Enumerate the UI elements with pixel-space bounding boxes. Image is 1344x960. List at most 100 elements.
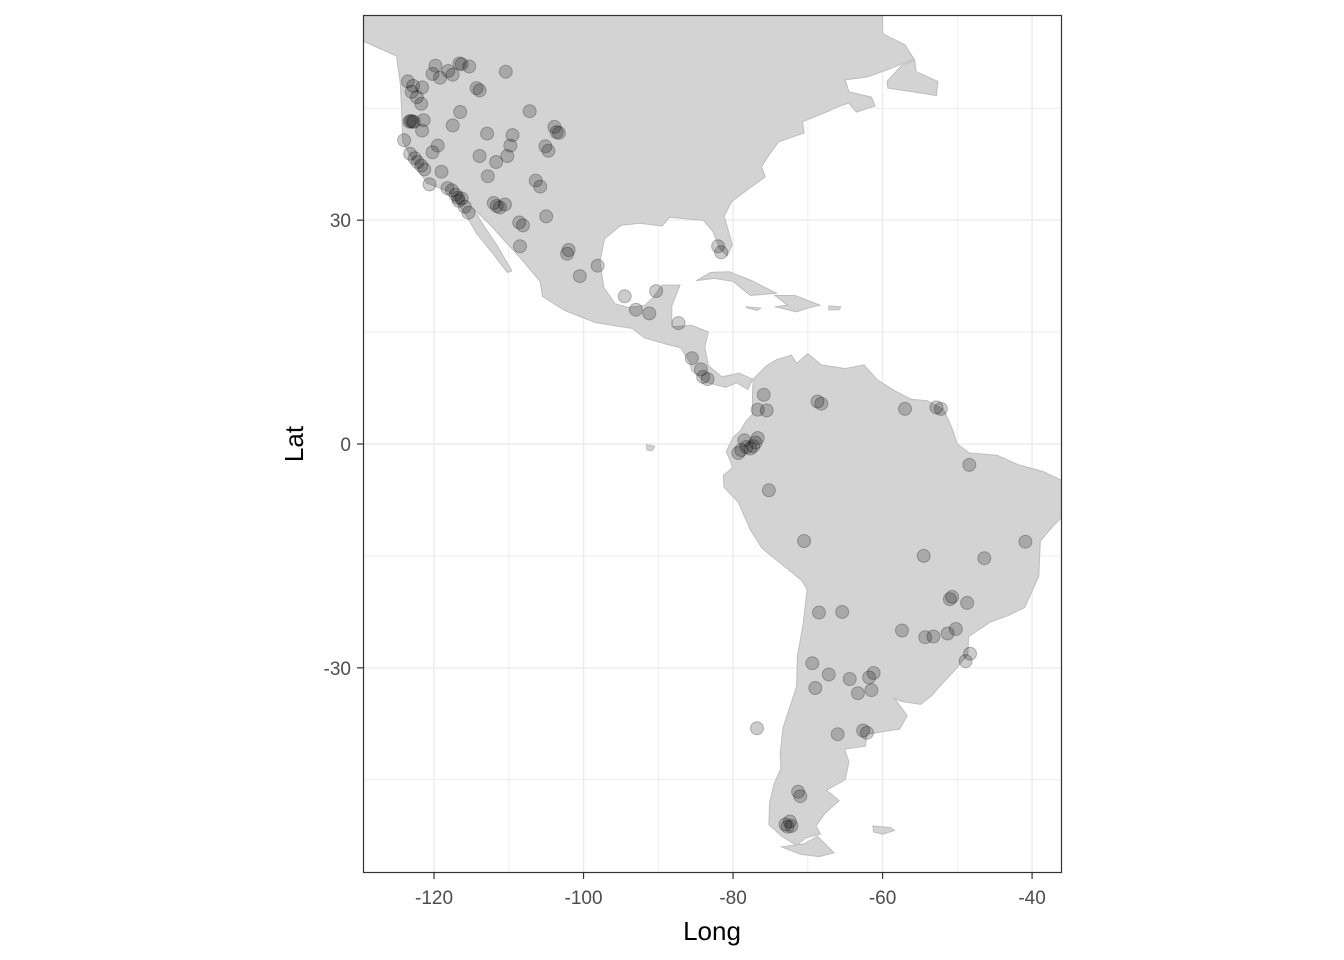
x-axis-title: Long bbox=[683, 916, 741, 946]
data-point bbox=[929, 400, 944, 415]
data-point bbox=[541, 143, 556, 158]
data-point bbox=[962, 457, 977, 472]
data-point bbox=[810, 394, 825, 409]
y-tick-label: 0 bbox=[340, 435, 351, 456]
data-point bbox=[538, 139, 553, 154]
data-point bbox=[793, 789, 808, 804]
data-point bbox=[549, 125, 564, 140]
data-point bbox=[711, 239, 726, 254]
land-basemap bbox=[363, 15, 1062, 858]
data-point bbox=[452, 56, 467, 71]
data-point bbox=[977, 551, 992, 566]
data-point bbox=[414, 158, 429, 173]
south-america-land bbox=[722, 353, 1062, 847]
data-point bbox=[489, 155, 504, 169]
data-point bbox=[842, 672, 857, 686]
y-tick-label: -30 bbox=[324, 659, 351, 680]
newfoundland-land bbox=[886, 59, 939, 97]
north-america-land bbox=[363, 15, 915, 391]
data-point bbox=[434, 164, 449, 179]
data-point bbox=[916, 548, 931, 563]
data-point bbox=[864, 683, 879, 698]
data-point bbox=[528, 173, 543, 188]
data-point bbox=[425, 66, 440, 81]
data-point bbox=[756, 387, 771, 402]
data-point bbox=[500, 149, 515, 163]
data-point bbox=[425, 145, 440, 160]
data-point bbox=[480, 126, 495, 141]
cuba-land bbox=[696, 271, 779, 297]
data-point bbox=[512, 215, 527, 230]
x-tick-label: -80 bbox=[719, 888, 746, 909]
data-point bbox=[406, 78, 421, 93]
data-point bbox=[671, 316, 686, 331]
data-point bbox=[404, 84, 419, 99]
data-point bbox=[505, 128, 520, 143]
data-point bbox=[898, 401, 912, 416]
data-point bbox=[778, 817, 793, 832]
data-point bbox=[933, 401, 948, 416]
data-point bbox=[866, 666, 881, 680]
data-point bbox=[516, 218, 530, 233]
data-point bbox=[859, 725, 874, 740]
data-point bbox=[748, 435, 763, 450]
data-point bbox=[397, 133, 412, 148]
data-point bbox=[450, 190, 465, 205]
data-point bbox=[492, 200, 507, 215]
data-point bbox=[696, 369, 711, 384]
panel-border bbox=[362, 14, 1063, 874]
data-point bbox=[617, 289, 632, 304]
data-point bbox=[472, 83, 487, 98]
data-point bbox=[428, 58, 443, 73]
data-point bbox=[472, 149, 487, 163]
data-point bbox=[409, 90, 424, 105]
data-point bbox=[791, 784, 806, 799]
data-point bbox=[457, 199, 472, 214]
data-point bbox=[700, 372, 715, 387]
data-point bbox=[693, 362, 708, 377]
data-point bbox=[462, 59, 477, 74]
x-tick-label: -40 bbox=[1018, 888, 1045, 909]
falklands-land bbox=[872, 825, 896, 835]
data-point bbox=[960, 595, 975, 610]
x-axis-ticks: -120 -100 -80 -60 -40 bbox=[415, 873, 1046, 909]
data-point bbox=[942, 592, 957, 607]
data-point bbox=[513, 239, 527, 254]
hispaniola-land bbox=[773, 295, 822, 313]
puerto-rico-land bbox=[828, 305, 842, 311]
data-point bbox=[948, 622, 963, 636]
data-point bbox=[422, 177, 437, 192]
data-point bbox=[414, 96, 429, 111]
data-point bbox=[734, 443, 749, 457]
data-point bbox=[642, 306, 657, 321]
data-point bbox=[547, 119, 562, 134]
data-point bbox=[850, 686, 865, 701]
data-point bbox=[835, 604, 850, 619]
data-point bbox=[433, 70, 447, 85]
data-point bbox=[445, 183, 459, 198]
data-point bbox=[649, 284, 664, 299]
data-point bbox=[590, 258, 605, 273]
data-point bbox=[714, 245, 729, 260]
tierra-del-fuego-land bbox=[779, 835, 835, 858]
y-axis-ticks: 30 0 -30 bbox=[324, 211, 363, 680]
data-point bbox=[486, 196, 501, 210]
data-point bbox=[403, 146, 418, 161]
y-tick-label: 30 bbox=[330, 211, 351, 232]
greenland-land bbox=[978, 15, 1004, 16]
data-point bbox=[814, 396, 829, 411]
data-point bbox=[895, 623, 909, 638]
data-point bbox=[750, 402, 765, 417]
data-point bbox=[750, 721, 764, 736]
data-point bbox=[805, 656, 820, 671]
data-point bbox=[862, 670, 877, 685]
data-point bbox=[533, 179, 548, 194]
data-point bbox=[461, 205, 476, 220]
data-point bbox=[410, 155, 425, 169]
data-point bbox=[572, 269, 587, 284]
data-point bbox=[1018, 534, 1033, 549]
y-axis-title: Lat bbox=[279, 425, 309, 462]
data-point bbox=[403, 113, 418, 128]
data-point bbox=[940, 626, 955, 641]
data-point bbox=[918, 630, 933, 645]
